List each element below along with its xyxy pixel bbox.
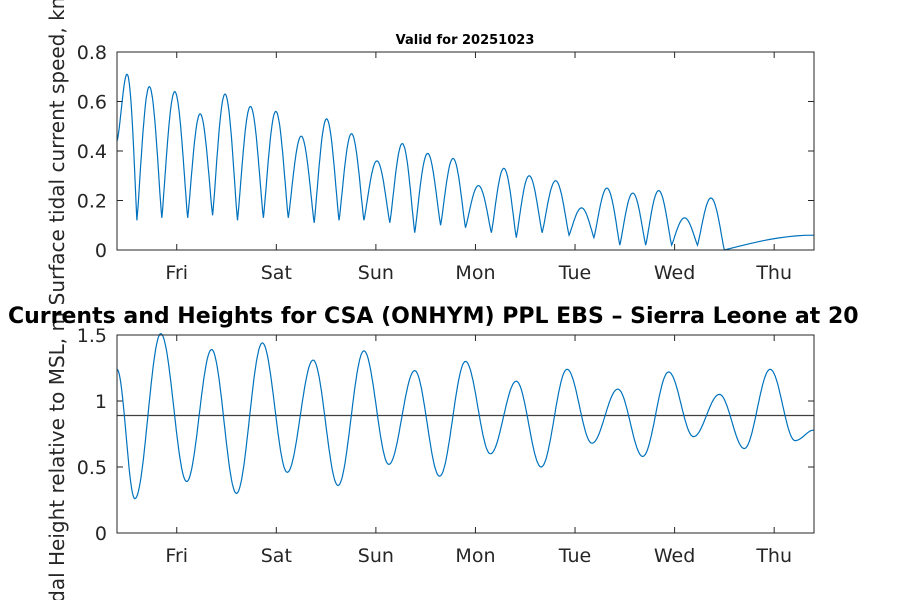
1-x-tick-label: Wed (654, 545, 695, 567)
0-y-tick-label: 0.4 (77, 141, 107, 163)
0-y-tick-label: 0.2 (77, 191, 107, 213)
current-axes-background (117, 52, 814, 250)
1-x-tick-label: Fri (165, 545, 188, 567)
tidal-height-axes: 0 0.5 1 1.5 Fri Sat Sun Mon Tue Wed Thu Tidal Hei… (45, 312, 815, 600)
tidal-height-line (116, 333, 815, 500)
0-x-tick-label: Thu (755, 262, 792, 284)
current-speed-line (116, 73, 815, 251)
height-x-ticks: Fri Sat Sun Mon Tue Wed Thu (165, 335, 792, 567)
0-y-tick-label: 0.6 (77, 92, 107, 114)
height-axes-background (117, 335, 814, 533)
1-x-tick-label: Sun (358, 545, 394, 567)
0-x-tick-label: Mon (455, 262, 495, 284)
height-y-ticks: 0 0.5 1 1.5 (77, 325, 814, 545)
0-x-tick-label: Tue (558, 262, 591, 284)
current-axes-box (116, 51, 815, 251)
0-x-tick-label: Sun (358, 262, 394, 284)
0-x-tick-label: Sat (261, 262, 292, 284)
1-x-tick-label: Thu (755, 545, 792, 567)
0-x-tick-label: Fri (165, 262, 188, 284)
0-y-tick-label: 0.8 (77, 42, 107, 64)
0-x-tick-label: Wed (654, 262, 695, 284)
1-y-tick-label: 1.5 (77, 325, 107, 347)
1-y-tick-label: 0 (95, 523, 107, 545)
1-x-tick-label: Tue (558, 545, 591, 567)
main-chart-title: Currents and Heights for CSA (ONHYM) PPL… (8, 304, 859, 329)
current-x-ticks: Fri Sat Sun Mon Tue Wed Thu (165, 52, 792, 284)
1-y-tick-label: 0.5 (77, 457, 107, 479)
current-chart-title: Valid for 20251023 (396, 33, 535, 48)
1-x-tick-label: Sat (261, 545, 292, 567)
height-y-axis-label: Tidal Height relative to MSL, m (45, 312, 69, 600)
current-speed-axes: Valid for 20251023 Surface tidal current… (45, 0, 815, 305)
current-y-ticks: 0 0.2 0.4 0.6 0.8 (77, 42, 814, 262)
current-y-axis-label: Surface tidal current speed, kn (45, 0, 69, 305)
1-x-tick-label: Mon (455, 545, 495, 567)
height-axes-box (116, 334, 815, 534)
1-y-tick-label: 1 (95, 391, 107, 413)
0-y-tick-label: 0 (95, 240, 107, 262)
